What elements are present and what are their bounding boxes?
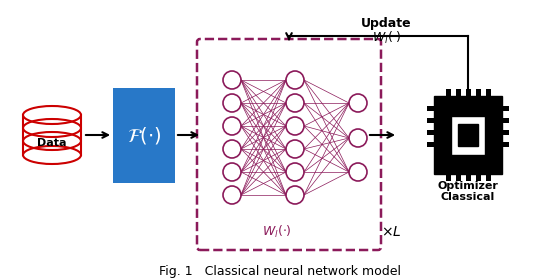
Text: Fig. 1   Classical neural network model: Fig. 1 Classical neural network model: [159, 265, 401, 279]
Bar: [475, 89, 480, 96]
Text: Optimizer: Optimizer: [437, 181, 498, 191]
Circle shape: [223, 163, 241, 181]
Circle shape: [223, 117, 241, 135]
Bar: [446, 174, 450, 181]
Text: $\mathcal{F}(\cdot)$: $\mathcal{F}(\cdot)$: [127, 125, 161, 146]
Circle shape: [286, 94, 304, 112]
Bar: [486, 174, 491, 181]
Bar: [465, 89, 470, 96]
Bar: [113, 87, 175, 183]
Text: Classical: Classical: [441, 192, 495, 202]
Bar: [434, 96, 502, 174]
Bar: [446, 89, 450, 96]
Polygon shape: [23, 115, 81, 155]
Bar: [427, 106, 434, 111]
FancyBboxPatch shape: [197, 39, 381, 250]
Ellipse shape: [23, 106, 81, 124]
Text: Update: Update: [361, 17, 412, 31]
Bar: [427, 129, 434, 134]
Text: $W_l(\cdot)$: $W_l(\cdot)$: [372, 30, 402, 46]
Ellipse shape: [23, 146, 81, 164]
Circle shape: [349, 129, 367, 147]
Circle shape: [223, 140, 241, 158]
Circle shape: [286, 140, 304, 158]
Bar: [459, 124, 478, 146]
Circle shape: [286, 117, 304, 135]
Bar: [486, 89, 491, 96]
Circle shape: [349, 94, 367, 112]
Text: Data: Data: [38, 138, 67, 148]
Circle shape: [223, 94, 241, 112]
Circle shape: [349, 163, 367, 181]
Text: $W_l(\cdot)$: $W_l(\cdot)$: [262, 224, 292, 240]
Circle shape: [223, 71, 241, 89]
Bar: [427, 141, 434, 146]
Bar: [451, 115, 485, 155]
Bar: [502, 106, 509, 111]
Bar: [502, 129, 509, 134]
Text: $\times \mathbf{\it{L}}$: $\times \mathbf{\it{L}}$: [381, 225, 402, 239]
Bar: [475, 174, 480, 181]
Circle shape: [286, 186, 304, 204]
Circle shape: [286, 71, 304, 89]
Bar: [502, 141, 509, 146]
Bar: [465, 174, 470, 181]
Circle shape: [223, 186, 241, 204]
Bar: [502, 118, 509, 123]
Bar: [455, 174, 460, 181]
Bar: [427, 118, 434, 123]
Circle shape: [286, 163, 304, 181]
Bar: [455, 89, 460, 96]
